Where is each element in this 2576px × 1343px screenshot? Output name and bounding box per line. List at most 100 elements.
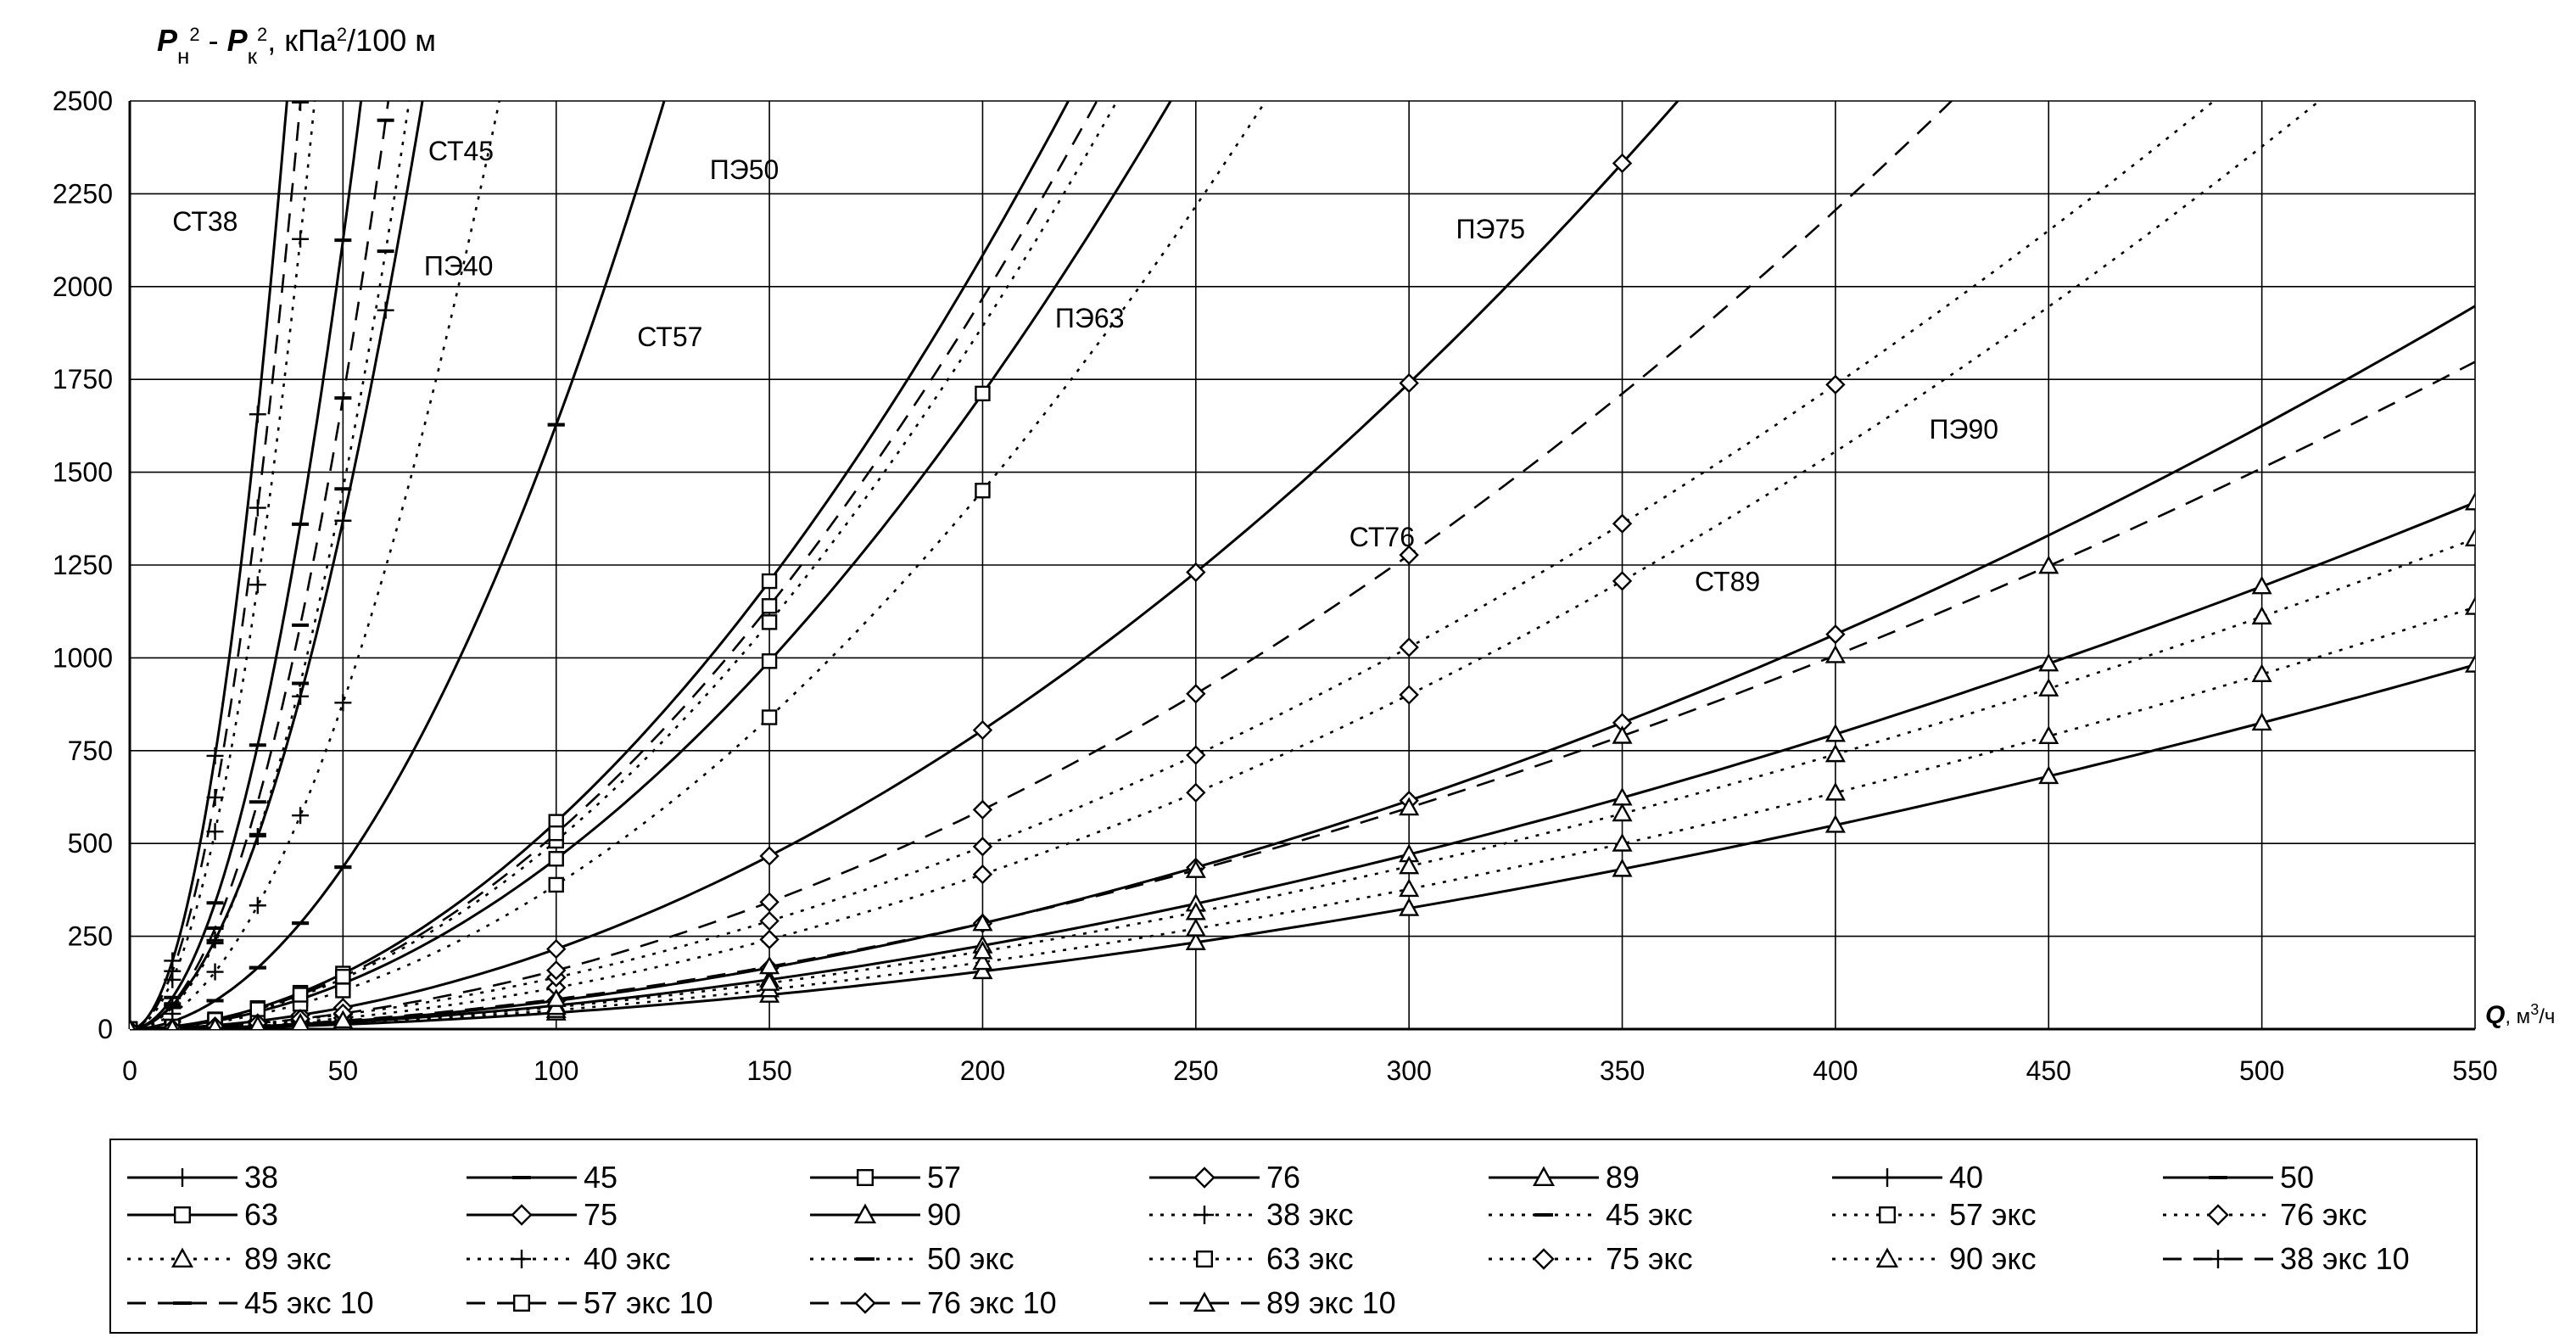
triangle-marker	[166, 1017, 179, 1029]
legend-entry: 63	[127, 1197, 278, 1232]
triangle-marker	[1612, 833, 1633, 852]
plus-marker	[164, 962, 182, 980]
legend-entry: 76 экс 10	[810, 1285, 1057, 1320]
series-75-экс	[130, 101, 2216, 1029]
triangle-marker	[972, 960, 993, 980]
curve-label: СТ38	[172, 206, 237, 237]
square-marker	[335, 968, 351, 985]
triangle-marker	[972, 951, 993, 971]
legend-label: 90 экс	[1949, 1241, 2037, 1276]
grid	[128, 100, 2476, 1031]
series-line	[130, 101, 316, 1029]
series-57	[130, 101, 1172, 1029]
plus-marker	[334, 694, 352, 712]
triangle-marker	[2038, 678, 2059, 697]
triangle-marker	[1399, 797, 1420, 816]
legend-entry: 75 экс	[1489, 1241, 1693, 1276]
legend-label: 63 экс	[1266, 1241, 1354, 1276]
triangle-marker	[1824, 743, 1846, 763]
y-tick-label: 1000	[53, 642, 113, 673]
legend-entry: 45 экс 10	[127, 1285, 374, 1320]
square-marker	[975, 483, 991, 499]
legend-label: 40 экс	[584, 1241, 671, 1276]
curve-label: ПЭ75	[1456, 214, 1525, 244]
diamond-marker	[972, 719, 993, 741]
square-marker	[975, 385, 991, 402]
series-line	[130, 305, 2475, 1029]
triangle-marker	[2464, 596, 2475, 615]
y-tick-label: 2250	[53, 178, 113, 209]
plus-marker	[249, 827, 266, 845]
triangle-marker	[208, 1016, 222, 1029]
legend-label: 57 экс	[1949, 1197, 2037, 1232]
square-marker	[761, 653, 778, 669]
series-38	[130, 101, 288, 1029]
square-marker	[857, 1168, 874, 1186]
diamond-marker	[546, 960, 567, 981]
plus-marker	[249, 576, 266, 594]
curve-label: СТ45	[428, 136, 494, 166]
series-45-экс	[130, 101, 411, 1029]
legend-entry: 38	[127, 1160, 278, 1195]
x-tick-label: 300	[1386, 1055, 1431, 1086]
series-line	[130, 101, 1119, 1029]
y-axis-title: Pн2 - Pк2, кПа2/100 м	[157, 23, 436, 69]
legend-label: 50	[2280, 1160, 2314, 1195]
plus-marker	[2209, 1250, 2227, 1268]
plus-marker	[377, 301, 394, 319]
y-tick-label: 750	[68, 736, 113, 766]
triangle-marker	[2251, 663, 2272, 682]
series-line	[130, 606, 2475, 1029]
legend-entry: 50 экс	[810, 1241, 1014, 1276]
curve-labels: СТ38 СТ45 ПЭ40 ПЭ50 СТ57 ПЭ63 ПЭ75 СТ76 ПЭ90 СТ89	[172, 136, 1998, 597]
triangle-marker	[1193, 1291, 1216, 1312]
y-tick-label: 500	[68, 828, 113, 859]
series-40-экс	[130, 101, 501, 1029]
plus-marker	[173, 1168, 192, 1187]
legend-entry: 57 экс 10	[467, 1285, 713, 1320]
y-tick-label: 1250	[53, 550, 113, 580]
x-tick-label: 100	[534, 1055, 578, 1086]
y-tick-label: 250	[68, 921, 113, 952]
series-76-экс-10	[130, 101, 1953, 1029]
series-line	[130, 101, 1070, 1029]
series-50	[130, 101, 666, 1029]
y-tick-label: 1500	[53, 457, 113, 488]
triangle-marker	[545, 988, 567, 1007]
legend-entry: 76	[1149, 1160, 1300, 1195]
series-line	[130, 101, 1172, 1029]
legend-entry: 90	[810, 1197, 961, 1232]
triangle-marker	[291, 1012, 310, 1029]
legend-label: 45	[584, 1160, 617, 1195]
diamond-marker	[759, 892, 780, 912]
diamond-marker	[1612, 153, 1633, 174]
legend-entry: 75	[467, 1197, 617, 1232]
square-marker	[761, 709, 778, 725]
legend-entry: 63 экс	[1149, 1241, 1354, 1276]
diamond-marker	[1186, 684, 1206, 704]
series-line	[130, 101, 1953, 1029]
series-76-экс	[130, 101, 2322, 1029]
legend-label: 40	[1949, 1160, 1983, 1195]
triangle-marker	[2251, 712, 2272, 731]
triangle-marker	[2038, 652, 2059, 672]
series-89-экс	[130, 596, 2475, 1029]
plus-marker	[292, 807, 310, 825]
series-line	[130, 101, 363, 1029]
triangle-marker	[1824, 814, 1846, 833]
plus-marker	[292, 101, 310, 111]
legend-label: 63	[244, 1197, 278, 1232]
plus-marker	[206, 747, 224, 764]
curve-label: ПЭ50	[710, 154, 780, 185]
x-tick-label: 200	[960, 1055, 1005, 1086]
curve-label: СТ57	[637, 322, 702, 352]
triangle-marker	[130, 1018, 136, 1029]
diamond-marker	[759, 846, 780, 866]
plus-marker	[206, 788, 224, 806]
diamond-marker	[1399, 685, 1419, 705]
triangle-marker	[972, 912, 993, 932]
series-line	[130, 663, 2475, 1029]
diamond-marker	[972, 837, 993, 857]
y-tick-label: 2500	[53, 86, 113, 116]
series-63	[130, 101, 1070, 1029]
